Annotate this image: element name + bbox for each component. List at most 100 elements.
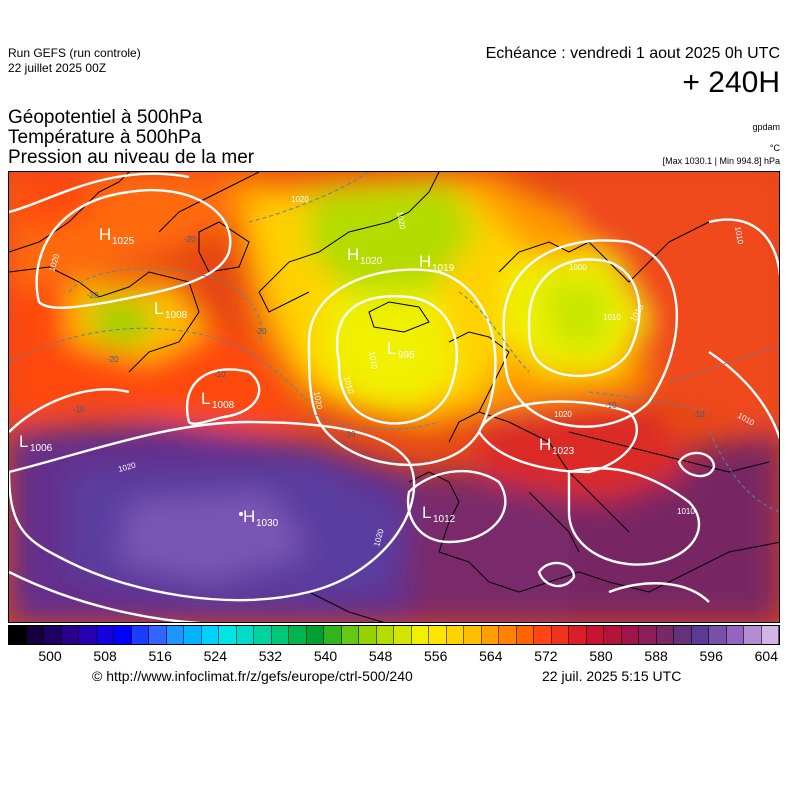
svg-text:H: H: [539, 435, 551, 454]
isotherm-label: -10: [605, 401, 617, 410]
weather-map-canvas: 1020 1020 1020 1000 1010 1010 1010 1010 …: [9, 172, 779, 622]
svg-text:L: L: [422, 503, 431, 522]
colorbar-swatch: [481, 626, 499, 644]
colorbar-swatch: [499, 626, 517, 644]
colorbar-swatch: [254, 626, 272, 644]
svg-text:H: H: [243, 507, 255, 526]
isobar-label: 1010: [677, 507, 695, 516]
colorbar-swatch: [691, 626, 709, 644]
title-geopotential: Géopotentiel à 500hPa: [8, 107, 203, 128]
isobar-label: 1020: [395, 211, 407, 231]
colorbar-tick-label: 564: [479, 648, 503, 664]
colorbar-swatch: [236, 626, 254, 644]
colorbar-swatch: [674, 626, 692, 644]
colorbar-swatch: [551, 626, 569, 644]
colorbar-tick-label: 588: [644, 648, 668, 664]
colorbar-swatch: [534, 626, 552, 644]
colorbar-swatch: [149, 626, 167, 644]
colorbar-swatch: [271, 626, 289, 644]
pressure-center-high: H 1030: [239, 507, 279, 529]
isotherm-label: -20: [255, 327, 267, 336]
unit-geopotential: gpdam: [752, 122, 780, 132]
colorbar-tick-label: 580: [589, 648, 613, 664]
pressure-center-low: L 1012: [422, 503, 456, 525]
pressure-extremes: [Max 1030.1 | Min 994.8] hPa: [662, 156, 780, 166]
isotherm-label: -10: [73, 405, 85, 414]
isobar-label: 1010: [603, 313, 621, 322]
colorbar-swatch: [201, 626, 219, 644]
svg-text:1025: 1025: [112, 236, 135, 247]
isotherm-label: -10: [214, 370, 226, 379]
colorbar-swatch: [726, 626, 744, 644]
weather-map: 1020 1020 1020 1000 1010 1010 1010 1010 …: [8, 171, 780, 623]
colorbar-swatch: [359, 626, 377, 644]
svg-text:H: H: [419, 252, 431, 271]
colorbar-swatch: [761, 626, 779, 644]
colorbar-swatch: [219, 626, 237, 644]
svg-text:1008: 1008: [212, 400, 235, 411]
svg-text:1008: 1008: [165, 310, 188, 321]
colorbar-swatch: [96, 626, 114, 644]
isobar-label: 1020: [554, 410, 572, 419]
colorbar-swatch: [604, 626, 622, 644]
colorbar-swatch: [184, 626, 202, 644]
colorbar-swatch: [324, 626, 342, 644]
isotherm-label: -20: [87, 291, 99, 300]
valid-time: Echéance : vendredi 1 aout 2025 0h UTC: [485, 45, 780, 62]
colorbar-tick-label: 524: [203, 648, 227, 664]
pressure-center-low: L 1006: [19, 432, 53, 454]
colorbar-tick-label: 604: [754, 648, 778, 664]
pressure-center-high: H 1025: [99, 225, 135, 247]
svg-text:1006: 1006: [30, 443, 53, 454]
colorbar-tick-label: 572: [534, 648, 558, 664]
svg-text:1012: 1012: [433, 514, 456, 525]
colorbar-swatch: [61, 626, 79, 644]
colorbar-swatch: [429, 626, 447, 644]
colorbar-swatch: [656, 626, 674, 644]
colorbar-tick-label: 596: [699, 648, 723, 664]
colorbar: [8, 625, 780, 645]
svg-text:L: L: [19, 432, 28, 451]
isobar-label: 1020: [312, 391, 324, 411]
generated-time: 22 juil. 2025 5:15 UTC: [542, 668, 682, 684]
colorbar-tick-label: 516: [148, 648, 172, 664]
coastlines: [9, 172, 779, 622]
colorbar-swatch: [516, 626, 534, 644]
svg-text:H: H: [99, 225, 111, 244]
colorbar-swatch: [639, 626, 657, 644]
pressure-center-high: H 1023: [539, 435, 575, 457]
svg-text:1020: 1020: [360, 256, 383, 267]
colorbar-swatch: [166, 626, 184, 644]
colorbar-tick-label: 540: [313, 648, 338, 664]
colorbar-swatch: [709, 626, 727, 644]
geopotential-shading: [9, 172, 779, 622]
svg-text:H: H: [347, 245, 359, 264]
isotherm-label: -10: [693, 410, 705, 419]
colorbar-swatch: [341, 626, 359, 644]
colorbar-swatch: [26, 626, 44, 644]
pressure-center-low: L 995: [387, 339, 415, 361]
isotherm-labels: -20 -20 -20 -20 -10 -10 -10 -10 -10: [73, 235, 705, 439]
colorbar-tick-label: 508: [93, 648, 117, 664]
isobars: [9, 172, 779, 622]
pressure-center-high: H 1020: [347, 245, 383, 267]
title-pressure: Pression au niveau de la mer: [8, 147, 255, 168]
colorbar-swatch: [79, 626, 97, 644]
title-temperature: Température à 500hPa: [8, 127, 202, 148]
pressure-center-low: L 1008: [154, 299, 188, 321]
colorbar-swatch: [586, 626, 604, 644]
svg-text:995: 995: [398, 350, 415, 361]
svg-text:1023: 1023: [552, 446, 575, 457]
colorbar-swatch: [394, 626, 412, 644]
colorbar-tick-label: 556: [424, 648, 448, 664]
copyright-url: © http://www.infoclimat.fr/z/gefs/europe…: [92, 668, 413, 684]
pressure-centers: H 1025 H 1020 H 1019 L 1008 L 995 L 1008 L 1006…: [19, 225, 575, 529]
colorbar-swatch: [289, 626, 307, 644]
isobar-label: 1020: [291, 195, 309, 204]
svg-text:L: L: [201, 389, 210, 408]
colorbar-swatch: [131, 626, 149, 644]
svg-text:L: L: [154, 299, 163, 318]
colorbar-swatch: [306, 626, 324, 644]
pressure-center-high: H 1019: [419, 252, 455, 274]
colorbar-swatch: [621, 626, 639, 644]
